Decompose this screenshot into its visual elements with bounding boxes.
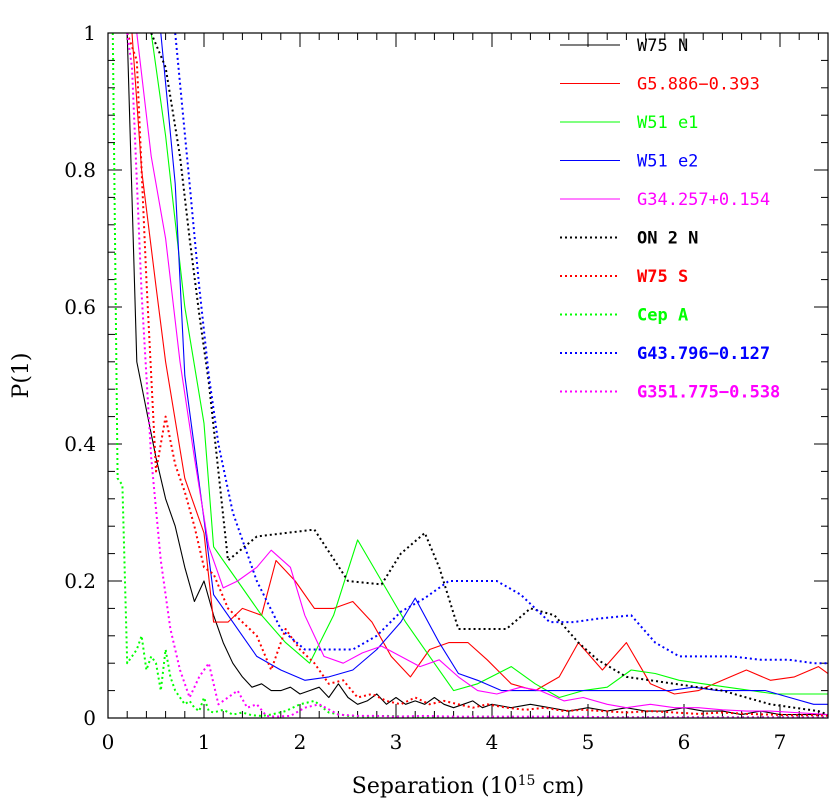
x-axis-title-sup: 15	[518, 773, 536, 789]
axis-ticks	[107, 32, 828, 719]
series-layer	[111, 33, 828, 718]
legend-label: G43.796−0.127	[637, 344, 770, 364]
series-line-8	[174, 33, 828, 665]
series-line-3	[160, 33, 828, 705]
legend-label: W51 e1	[637, 113, 698, 133]
legend-label: G351.775−0.538	[637, 383, 780, 403]
y-tick-label: 1	[83, 21, 96, 45]
legend: W75 N G5.886−0.393 W51 e1 W51 e2 G34.257+0.1…	[560, 36, 780, 403]
x-tick-label: 3	[390, 730, 403, 754]
tick-labels: 0 1 2 3 4 5 6 7 0 0.2 0.4 0.6 0.8 1	[64, 21, 786, 754]
legend-label: W75 S	[637, 267, 688, 287]
legend-label: W75 N	[637, 36, 688, 56]
legend-label: Cep A	[637, 306, 688, 326]
x-tick-label: 7	[774, 730, 787, 754]
x-axis-title-main: Separation (10	[352, 774, 518, 799]
legend-label: W51 e2	[637, 152, 698, 172]
series-line-4	[136, 33, 828, 716]
y-tick-label: 0.6	[64, 295, 96, 319]
y-tick-label: 0.4	[64, 432, 96, 456]
x-axis-title-tail: cm)	[535, 774, 584, 799]
plot-frame	[107, 32, 829, 719]
x-tick-label: 1	[198, 730, 211, 754]
series-line-6	[126, 33, 828, 717]
legend-label: G34.257+0.154	[637, 190, 770, 210]
series-line-9	[126, 33, 828, 718]
series-line-1	[131, 33, 828, 695]
series-line-2	[150, 33, 828, 699]
x-tick-label: 5	[582, 730, 595, 754]
y-axis-title: P(1)	[9, 353, 34, 399]
y-tick-label: 0.2	[64, 569, 96, 593]
series-line-5	[150, 33, 828, 716]
y-tick-label: 0	[83, 706, 96, 730]
y-tick-label: 0.8	[64, 158, 96, 182]
x-tick-label: 4	[486, 730, 499, 754]
legend-label: G5.886−0.393	[637, 75, 760, 95]
x-tick-label: 0	[102, 730, 115, 754]
x-tick-label: 6	[678, 730, 691, 754]
x-axis-title: Separation (1015 cm)	[352, 773, 584, 799]
x-tick-label: 2	[294, 730, 307, 754]
series-line-7	[111, 33, 828, 718]
series-line-0	[117, 33, 828, 716]
legend-label: ON 2 N	[637, 229, 698, 249]
